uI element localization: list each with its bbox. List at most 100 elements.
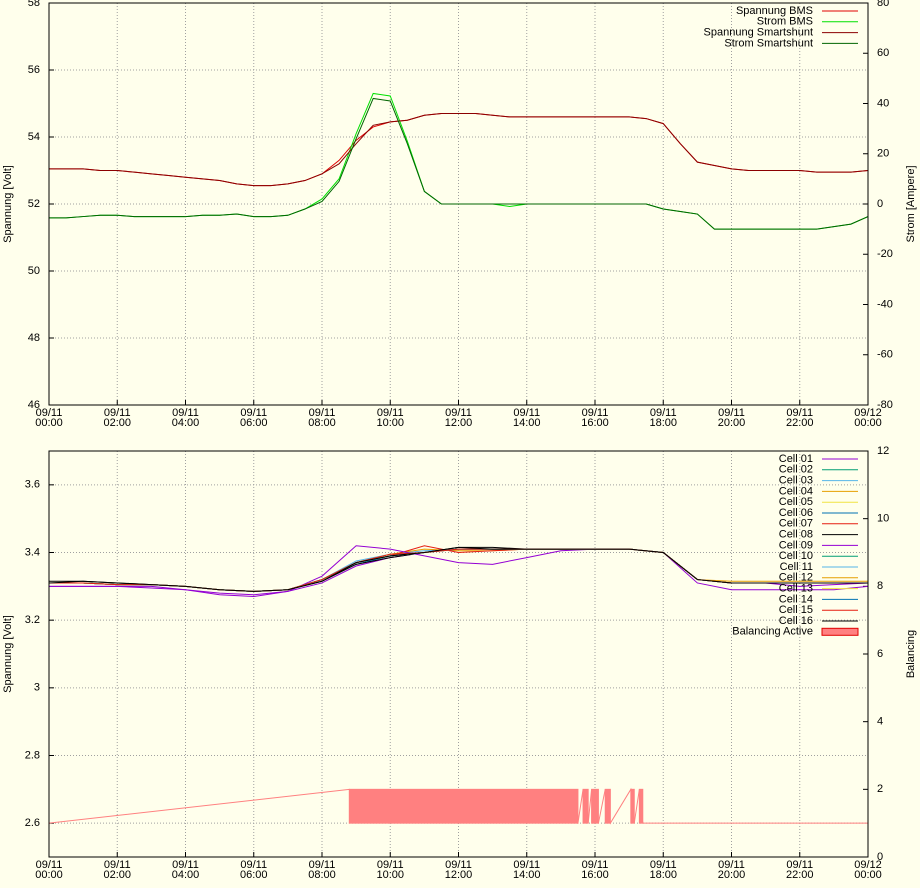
series-line xyxy=(49,546,868,592)
y-tick-label: 3.4 xyxy=(25,546,40,558)
series-line xyxy=(49,548,868,592)
series-line xyxy=(49,113,868,187)
legend-label: Balancing Active xyxy=(732,626,813,638)
y-tick-label: 48 xyxy=(28,332,40,344)
legend-swatch xyxy=(821,627,859,636)
x-tick-label: 09/11 14:00 xyxy=(512,407,541,429)
y-tick-label: 3.6 xyxy=(25,479,40,491)
y-tick-label: 46 xyxy=(28,399,40,411)
series-line xyxy=(49,548,868,592)
legend-label: Spannung Smartshunt xyxy=(704,27,813,39)
legend-label: Cell 07 xyxy=(779,518,813,530)
legend-label: Cell 04 xyxy=(779,485,813,497)
series-line xyxy=(49,548,868,592)
y2-tick-label: -20 xyxy=(877,248,893,260)
x-tick-label: 09/11 10:00 xyxy=(376,407,405,429)
legend-label: Cell 11 xyxy=(780,561,813,573)
x-tick-label: 09/11 22:00 xyxy=(785,407,814,429)
x-tick-label: 09/11 06:00 xyxy=(239,859,268,881)
y2-tick-label: -60 xyxy=(877,349,893,361)
y2-tick-label: 0 xyxy=(877,851,883,863)
x-tick-label: 09/11 22:00 xyxy=(785,859,814,881)
plot-area xyxy=(49,545,868,825)
y2-tick-label: 8 xyxy=(877,580,883,592)
series-line xyxy=(49,548,868,592)
x-tick-label: 09/11 08:00 xyxy=(308,859,336,881)
y2-tick-label: -40 xyxy=(877,298,893,310)
series-line xyxy=(49,548,868,592)
x-tick-label: 09/11 00:00 xyxy=(35,407,63,429)
legend-label: Cell 16 xyxy=(779,615,813,627)
y2-axis-title: Strom [Ampere] xyxy=(905,165,917,242)
y-tick-label: 52 xyxy=(28,198,40,210)
series-line xyxy=(49,545,868,597)
y-tick-label: 3.2 xyxy=(25,614,40,626)
x-tick-label: 09/11 16:00 xyxy=(581,859,609,881)
legend-label: Spannung BMS xyxy=(736,5,813,17)
legend-label: Cell 13 xyxy=(779,583,813,595)
y-tick-label: 3 xyxy=(34,682,40,694)
x-tick-label: 09/11 00:00 xyxy=(35,859,63,881)
legend-label: Cell 03 xyxy=(779,475,813,487)
plot-area xyxy=(49,92,868,230)
y2-tick-label: 10 xyxy=(877,513,889,525)
y2-tick-label: 40 xyxy=(877,97,889,109)
legend-label: Cell 14 xyxy=(779,593,813,605)
legend-label: Cell 06 xyxy=(779,507,813,519)
x-tick-label: 09/11 16:00 xyxy=(581,407,609,429)
legend-label: Cell 05 xyxy=(779,496,813,508)
legend-label: Cell 12 xyxy=(779,572,813,584)
x-tick-label: 09/11 12:00 xyxy=(444,407,473,429)
x-tick-label: 09/12 00:00 xyxy=(854,859,882,881)
y2-tick-label: 12 xyxy=(877,445,889,457)
y2-tick-label: 60 xyxy=(877,47,889,59)
y-tick-label: 56 xyxy=(28,64,40,76)
y-tick-label: 54 xyxy=(28,131,40,143)
y-tick-label: 58 xyxy=(28,0,40,9)
legend-label: Cell 15 xyxy=(779,604,813,616)
series-line xyxy=(49,548,868,592)
series-line xyxy=(49,548,868,592)
x-tick-label: 09/11 04:00 xyxy=(171,859,200,881)
y-axis-title: Spannung [Volt] xyxy=(2,165,14,243)
x-tick-label: 09/11 20:00 xyxy=(717,407,746,429)
y2-tick-label: 0 xyxy=(877,198,883,210)
legend-label: Cell 09 xyxy=(779,539,813,551)
legend-label: Cell 02 xyxy=(779,464,813,476)
series-line xyxy=(49,97,868,230)
series-line xyxy=(49,546,868,592)
y2-axis-title: Balancing xyxy=(905,630,917,678)
plot-frame xyxy=(48,2,869,406)
y2-tick-label: -80 xyxy=(877,399,893,411)
y-tick-label: 2.8 xyxy=(25,749,40,761)
y-tick-label: 50 xyxy=(28,265,40,277)
legend-label: Cell 01 xyxy=(779,453,813,465)
series-line xyxy=(49,548,868,592)
x-tick-label: 09/12 00:00 xyxy=(854,407,882,429)
y-axis-title: Spannung [Volt] xyxy=(2,615,14,693)
y2-tick-label: 80 xyxy=(877,0,889,9)
series-line xyxy=(49,548,868,592)
y2-tick-label: 2 xyxy=(877,783,883,795)
legend-label: Cell 10 xyxy=(779,550,813,562)
y-tick-label: 2.6 xyxy=(25,817,40,829)
x-tick-label: 09/11 08:00 xyxy=(308,407,336,429)
x-tick-label: 09/11 18:00 xyxy=(649,407,678,429)
legend-label: Strom BMS xyxy=(757,16,813,28)
series-line xyxy=(49,548,868,592)
y2-tick-label: 20 xyxy=(877,148,889,160)
x-tick-label: 09/11 18:00 xyxy=(649,859,678,881)
legend-label: Strom Smartshunt xyxy=(724,37,813,49)
series-line xyxy=(49,548,868,592)
balancing-line xyxy=(49,787,868,825)
y2-tick-label: 6 xyxy=(877,648,883,660)
legend-label: Cell 08 xyxy=(779,529,813,541)
x-tick-label: 09/11 12:00 xyxy=(444,859,473,881)
x-tick-label: 09/11 14:00 xyxy=(512,859,541,881)
x-tick-label: 09/11 20:00 xyxy=(717,859,746,881)
x-tick-label: 09/11 04:00 xyxy=(171,407,200,429)
plot-frame xyxy=(48,450,869,858)
x-tick-label: 09/11 10:00 xyxy=(376,859,405,881)
